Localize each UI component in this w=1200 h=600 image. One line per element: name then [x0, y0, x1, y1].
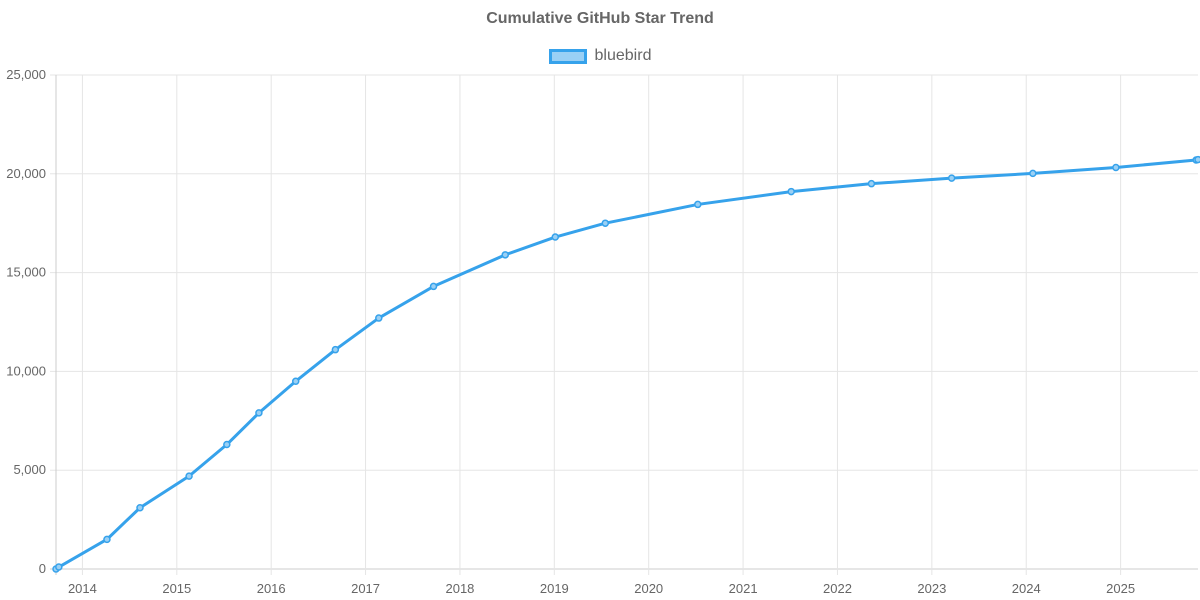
data-point[interactable]	[867, 179, 876, 188]
data-point[interactable]	[1112, 163, 1120, 172]
data-point[interactable]	[501, 251, 509, 259]
data-point[interactable]	[947, 174, 956, 182]
data-point[interactable]	[103, 535, 111, 544]
x-tick-label: 2022	[823, 581, 852, 596]
x-tick-label: 2015	[162, 581, 191, 596]
series-layer	[52, 155, 1200, 573]
grid	[50, 74, 1198, 575]
data-point[interactable]	[429, 282, 438, 291]
y-tick-label: 5,000	[13, 462, 46, 477]
x-tick-label: 2016	[257, 581, 286, 596]
data-point[interactable]	[551, 233, 560, 241]
y-tick-label: 25,000	[6, 67, 46, 82]
data-point[interactable]	[787, 187, 795, 196]
data-point[interactable]	[601, 219, 610, 227]
x-tick-label: 2023	[917, 581, 946, 596]
y-tick-label: 0	[39, 561, 46, 576]
data-point[interactable]	[223, 440, 231, 449]
y-tick-label: 20,000	[6, 166, 46, 181]
x-tick-label: 2018	[445, 581, 474, 596]
data-point[interactable]	[255, 409, 263, 417]
data-point[interactable]	[1029, 169, 1037, 178]
data-point[interactable]	[291, 377, 300, 386]
x-tick-label: 2014	[68, 581, 97, 596]
data-point[interactable]	[694, 200, 702, 209]
x-tick-label: 2020	[634, 581, 663, 596]
x-tick-label: 2017	[351, 581, 380, 596]
data-point[interactable]	[55, 563, 63, 571]
axes: 0 5,000 10,000 15,000 20,000 25,000 2014 2015 20…	[6, 67, 1135, 596]
legend-label-bluebird[interactable]: bluebird	[594, 47, 652, 64]
y-tick-label: 10,000	[6, 363, 46, 378]
x-tick-label: 2024	[1012, 581, 1041, 596]
legend[interactable]: bluebird	[0, 47, 1200, 65]
legend-swatch-bluebird[interactable]	[548, 48, 587, 64]
series-line-bluebird	[54, 158, 1200, 571]
x-tick-label: 2021	[729, 581, 758, 596]
chart-title: Cumulative GitHub Star Trend	[486, 10, 714, 27]
x-tick-label: 2019	[540, 581, 569, 596]
data-point[interactable]	[1194, 155, 1200, 164]
y-tick-label: 15,000	[6, 265, 46, 280]
data-point[interactable]	[375, 314, 383, 322]
x-tick-label: 2025	[1106, 581, 1135, 596]
data-point[interactable]	[185, 472, 193, 480]
data-point[interactable]	[136, 503, 144, 512]
data-point[interactable]	[331, 345, 340, 354]
